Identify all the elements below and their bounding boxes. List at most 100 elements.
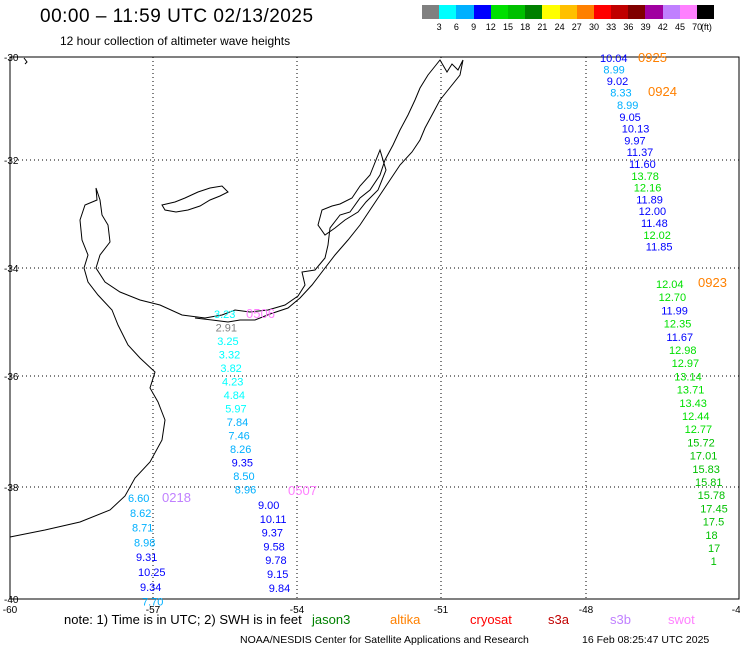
wave-height-value: 15.78 [698,490,726,502]
footnote: note: 1) Time is in UTC; 2) SWH is in fe… [64,612,302,627]
wave-height-value: 12.16 [634,183,662,195]
legend-swatch [507,5,526,19]
wave-height-value: 10.25 [138,567,166,579]
wave-height-value: 9.02 [607,76,628,88]
track-0507: 0507 9.00 10.11 9.379.58 9.78 9.15 9.84 [258,483,317,595]
wave-height-value: 17.5 [703,517,724,529]
legend-label: 12 [485,22,496,32]
wave-height-value: 3.23 [214,309,235,321]
wave-height-value: 12.35 [664,319,692,331]
page-title: 00:00 – 11:59 UTC 02/13/2025 [40,6,314,27]
legend-label: 36 [623,22,634,32]
wave-height-value: 9.15 [267,569,288,581]
lagoon-outline [317,148,387,236]
wave-height-value: 8.98 [134,537,155,549]
wave-height-value: 8.99 [603,65,624,77]
wave-height-value: 12.98 [669,345,697,357]
wave-height-value: 12.00 [639,206,667,218]
wave-height-value: 8.50 [233,471,254,483]
legend-label: 6 [453,22,459,32]
legend-swatch [559,5,577,19]
wave-height-value: 12.04 [656,279,684,291]
wave-height-value: 4.23 [222,377,243,389]
legend-swatch [679,5,697,19]
wave-height-value: 12.02 [643,230,671,242]
legend-swatch [576,5,594,19]
wave-height-value: 15.81 [695,477,723,489]
wave-height-value: 9.84 [269,583,290,595]
wave-height-value: 12.44 [682,411,710,423]
legend-label: 42 [657,22,668,32]
wave-height-value: 7.70 [142,597,163,609]
mission-altika: altika [390,612,421,627]
legend-label: 45 [674,22,686,32]
lat-tick-label: -32 [4,156,19,167]
wave-height-value: 9.37 [262,528,283,540]
mission-cryosat: cryosat [470,612,512,627]
wave-height-value: 11.85 [646,242,673,254]
wave-height-value: 11.60 [629,159,656,171]
wave-height-value: 8.62 [130,508,151,520]
mission-swot: swot [668,612,695,627]
legend-swatch [542,5,560,19]
graticule: -60 -57 -54 -51 -48 -45 -30 -32 -34 -36 -38 -40 [3,53,740,616]
generated-time: 16 Feb 08:25:47 UTC 2025 [582,634,710,646]
pass-time-label: 0923 [698,275,727,290]
mission-s3a: s3a [548,612,569,627]
wave-height-value: 12.97 [672,358,700,370]
legend-label: 33 [606,22,617,32]
legend-labels: 3 6 9 12 15 18 21 24 27 30 33 36 39 42 45 70 (ft) [422,19,740,33]
wave-height-value: 9.05 [619,112,640,124]
lat-tick-label: -34 [4,264,19,275]
legend-swatch [473,5,491,19]
track-0506: 0506 3.23 2.913.25 3.323.82 4.234.84 5.977.84… [214,306,275,497]
legend-label: 39 [640,22,651,32]
legend-label: 30 [588,22,600,32]
wave-height-value: 11.48 [641,218,668,230]
wave-height-value: 9.97 [624,135,645,147]
legend-swatch [456,5,474,19]
mission-jason3: jason3 [312,612,351,627]
lon-tick-label: -54 [290,605,305,616]
legend-swatch [611,5,629,19]
wave-height-value: 3.32 [219,350,240,362]
wave-height-value: 12.77 [685,424,713,436]
wave-height-value: 17.45 [700,503,728,515]
page-subtitle: 12 hour collection of altimeter wave hei… [60,34,291,48]
wave-height-value: 4.84 [224,390,245,402]
mission-s3b: s3b [610,612,631,627]
wave-height-value: 9.00 [258,500,279,512]
track-0218: 0218 6.60 8.62 8.71 8.98 9.31 10.25 9.34 7.70 [128,490,191,609]
lat-tick-label: -36 [4,372,19,383]
wave-height-value: 13.14 [674,371,702,383]
lon-tick-label: -48 [579,605,594,616]
wave-height-value: 9.58 [263,541,284,553]
credit-line: NOAA/NESDIS Center for Satellite Applica… [240,634,529,646]
wave-height-value: 15.72 [687,437,715,449]
legend-label: 27 [571,22,582,32]
legend-label: 24 [554,22,565,32]
wave-height-value: 17 [708,543,720,555]
wave-height-value: 1 [711,556,717,568]
legend-label: 18 [520,22,531,32]
wave-height-value: 7.84 [227,417,248,429]
wave-height-value: 8.33 [610,88,631,100]
wave-height-value: 6.60 [128,493,149,505]
legend-label: (ft) [700,22,712,32]
lat-tick-label: -38 [4,483,19,494]
legend-label: 3 [436,22,442,32]
legend-swatch [628,5,646,19]
pass-time-label: 0506 [246,306,275,321]
legend-label: 21 [537,22,548,32]
lon-tick-label: -57 [146,605,161,616]
pass-time-label: 0218 [162,490,191,505]
legend-swatch [697,5,715,19]
legend-swatch [593,5,612,19]
wave-height-value: 10.04 [600,53,628,65]
lat-tick-label: -30 [4,53,19,64]
wave-height-value: 17.01 [690,451,718,463]
color-legend: 3 6 9 12 15 18 21 24 27 30 33 36 39 42 45 70 (ft) [422,5,740,33]
river-outline [161,185,229,213]
lat-tick-label: -40 [4,595,19,606]
wave-height-value: 10.13 [622,124,650,136]
